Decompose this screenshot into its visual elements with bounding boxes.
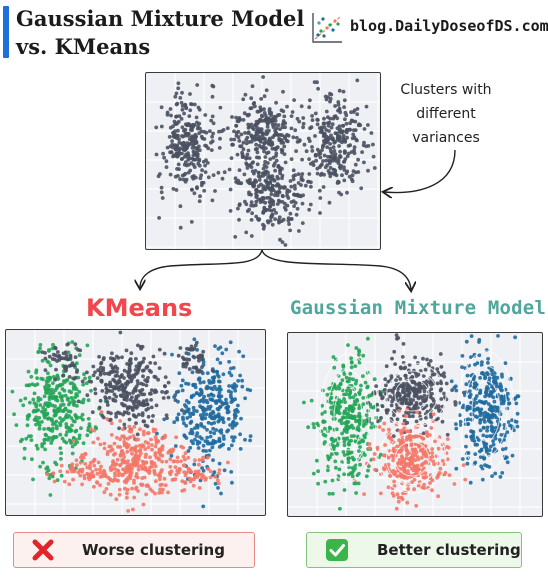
gmm-blue-ellipse xyxy=(457,350,515,472)
kmeans-scatter xyxy=(6,330,265,515)
kmeans-green-cluster xyxy=(10,340,108,497)
gmm-green-cluster xyxy=(302,336,385,511)
gmm-green-ellipse xyxy=(326,369,370,467)
gmm-blue-ellipse xyxy=(464,365,508,457)
split-arrow-right xyxy=(261,249,411,290)
gmm-green-ellipse xyxy=(333,385,363,451)
kmeans-gray-spill-right xyxy=(176,340,215,374)
gmm-gray-ellipse xyxy=(386,370,438,420)
annotation-line-3: variances xyxy=(412,130,480,146)
kmeans-red-cluster xyxy=(67,410,191,513)
gmm-blue-ellipse xyxy=(471,380,501,442)
gmm-scatter xyxy=(288,333,542,516)
kmeans-gray-spill-left xyxy=(40,342,83,382)
gmm-red-ellipse xyxy=(377,424,447,494)
title-line-2: vs. KMeans xyxy=(16,34,151,59)
kmeans-red-spill-right xyxy=(158,453,230,490)
cluster-top xyxy=(217,75,322,172)
gmm-blue-cluster xyxy=(449,334,521,485)
gmm-red-ellipse xyxy=(386,433,438,485)
cluster-left xyxy=(154,81,245,230)
title-line-1: Gaussian Mixture Model xyxy=(16,6,305,31)
gmm-gray-ellipse xyxy=(394,378,430,412)
cluster-right xyxy=(295,78,377,215)
split-arrow-left xyxy=(140,249,263,288)
clusters-annotation: Clusters with different variances xyxy=(382,78,510,150)
gmm-green-ellipse xyxy=(319,353,377,483)
scatter-chart-logo-icon xyxy=(312,13,342,43)
kmeans-plot xyxy=(5,329,266,516)
original-data-plot xyxy=(145,72,381,250)
worse-clustering-label: Worse clustering xyxy=(82,541,225,559)
accent-bar xyxy=(3,6,9,58)
kmeans-title: KMeans xyxy=(86,294,193,322)
gmm-red-ellipse xyxy=(394,441,430,477)
better-clustering-badge: Better clustering xyxy=(306,532,522,568)
kmeans-red-spill-left xyxy=(45,452,129,487)
worse-clustering-badge: Worse clustering xyxy=(13,532,255,568)
annotation-line-2: different xyxy=(416,106,476,122)
better-clustering-label: Better clustering xyxy=(377,541,521,559)
blog-url[interactable]: blog.DailyDoseofDS.com xyxy=(350,17,548,35)
original-scatter xyxy=(146,73,380,249)
kmeans-gray-cluster xyxy=(76,330,192,442)
gmm-plot xyxy=(287,332,543,517)
kmeans-blue-cluster xyxy=(155,337,253,509)
gmm-gray-ellipse xyxy=(377,362,447,428)
gmm-red-cluster xyxy=(352,407,468,511)
red-cross-icon xyxy=(32,539,54,561)
annotation-arrow xyxy=(384,149,456,193)
annotation-line-1: Clusters with xyxy=(400,82,492,98)
cluster-bottom xyxy=(216,141,322,247)
green-check-icon xyxy=(326,539,348,561)
gmm-title: Gaussian Mixture Model xyxy=(290,297,547,319)
